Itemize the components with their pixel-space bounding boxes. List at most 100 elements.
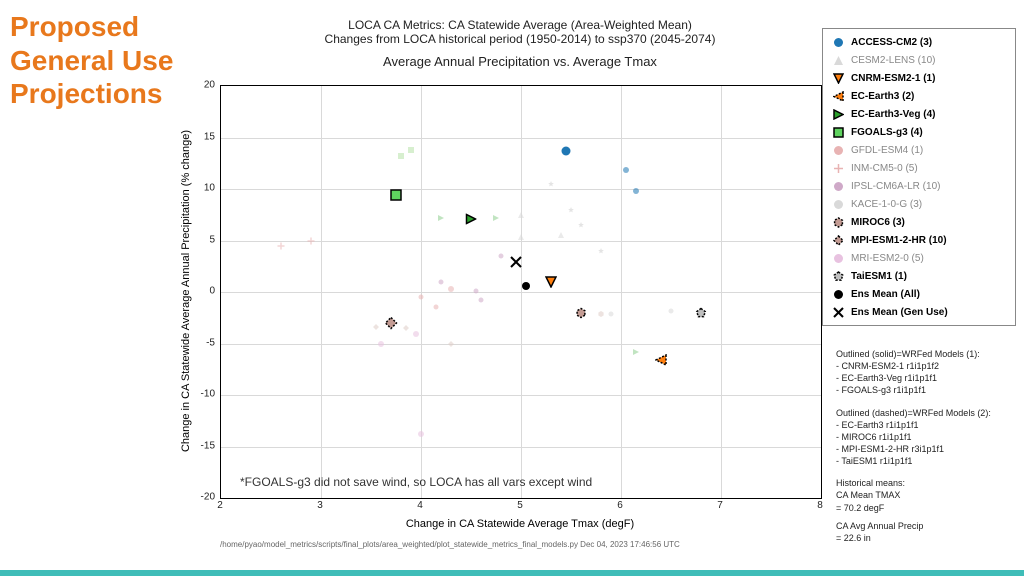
annot-solid-item: - CNRM-ESM2-1 r1i1p1f2 (836, 360, 1016, 372)
data-point (417, 430, 425, 438)
data-point (557, 231, 565, 239)
legend-item: Ens Mean (Gen Use) (829, 303, 1009, 321)
legend-marker-icon (829, 305, 847, 319)
annot-dashed-item: - MPI-ESM1-2-HR r3i1p1f1 (836, 443, 1016, 455)
x-axis-label: Change in CA Statewide Average Tmax (deg… (220, 518, 820, 530)
legend-label: IPSL-CM6A-LR (10) (851, 181, 940, 192)
annot-hist-item: = 70.2 degF (836, 502, 1016, 514)
legend-item: TaiESM1 (1) (829, 267, 1009, 285)
data-point (517, 233, 525, 241)
legend-label: CESM2-LENS (10) (851, 55, 935, 66)
legend-label: INM-CM5-0 (5) (851, 163, 918, 174)
legend-item: CESM2-LENS (10) (829, 51, 1009, 69)
legend-label: Ens Mean (Gen Use) (851, 307, 948, 318)
data-point (632, 187, 640, 195)
data-point (696, 307, 707, 318)
legend-marker-icon (829, 53, 847, 67)
data-point (438, 278, 445, 285)
data-point (597, 247, 605, 255)
data-point (510, 256, 522, 268)
y-tick-label: -10 (185, 389, 215, 400)
legend-marker-icon (829, 143, 847, 157)
legend-label: Ens Mean (All) (851, 289, 920, 300)
legend-item: ACCESS-CM2 (3) (829, 33, 1009, 51)
legend-marker-icon (829, 269, 847, 283)
legend-label: EC-Earth3-Veg (4) (851, 109, 935, 120)
legend-item: IPSL-CM6A-LR (10) (829, 177, 1009, 195)
y-tick-label: 5 (185, 234, 215, 245)
data-point (577, 221, 585, 229)
data-point (466, 213, 477, 224)
legend-label: CNRM-ESM2-1 (1) (851, 73, 935, 84)
annot-dashed-title: Outlined (dashed)=WRFed Models (2): (836, 407, 1016, 419)
annot-hist-item: CA Mean TMAX (836, 489, 1016, 501)
legend-marker-icon (829, 197, 847, 211)
grid-horizontal (221, 138, 821, 139)
slide-title: Proposed General Use Projections (10, 10, 190, 111)
data-point (668, 307, 675, 314)
legend-marker-icon (829, 287, 847, 301)
data-point (437, 214, 445, 222)
legend-label: FGOALS-g3 (4) (851, 127, 923, 138)
legend-label: MRI-ESM2-0 (5) (851, 253, 924, 264)
y-tick-label: 0 (185, 286, 215, 297)
grid-horizontal (221, 344, 821, 345)
data-point (521, 281, 531, 291)
data-point (622, 166, 630, 174)
legend-marker-icon (829, 107, 847, 121)
legend-item: EC-Earth3-Veg (4) (829, 105, 1009, 123)
legend-item: MIROC6 (3) (829, 213, 1009, 231)
annot-dashed-item: - TaiESM1 r1i1p1f1 (836, 455, 1016, 467)
legend-marker-icon (829, 251, 847, 265)
data-point (447, 340, 455, 348)
data-point (567, 206, 575, 214)
annotation-block: Outlined (solid)=WRFed Models (1): - CNR… (836, 348, 1016, 554)
data-point (478, 297, 485, 304)
annot-solid-item: - EC-Earth3-Veg r1i1p1f1 (836, 372, 1016, 384)
legend-marker-icon (829, 71, 847, 85)
legend-box: ACCESS-CM2 (3) CESM2-LENS (10) CNRM-ESM2-1… (822, 28, 1016, 326)
grid-horizontal (221, 189, 821, 190)
annot-hist-item: = 22.6 in (836, 532, 1016, 544)
data-point (608, 310, 615, 317)
data-point (545, 276, 557, 288)
legend-label: KACE-1-0-G (3) (851, 199, 922, 210)
data-point (407, 146, 415, 154)
legend-marker-icon (829, 89, 847, 103)
annot-hist-title: Historical means: (836, 477, 1016, 489)
x-tick-label: 4 (417, 500, 423, 511)
data-point (473, 287, 480, 294)
x-tick-label: 8 (817, 500, 823, 511)
x-tick-label: 5 (517, 500, 523, 511)
annot-solid-title: Outlined (solid)=WRFed Models (1): (836, 348, 1016, 360)
chart-subtitle: Average Annual Precipitation vs. Average… (220, 54, 820, 69)
data-point (547, 180, 555, 188)
legend-label: TaiESM1 (1) (851, 271, 907, 282)
chart-title-line1: LOCA CA Metrics: CA Statewide Average (A… (220, 18, 820, 32)
data-point (517, 211, 525, 219)
x-tick-label: 2 (217, 500, 223, 511)
grid-horizontal (221, 447, 821, 448)
legend-label: MIROC6 (3) (851, 217, 905, 228)
legend-item: MPI-ESM1-2-HR (10) (829, 231, 1009, 249)
grid-horizontal (221, 292, 821, 293)
data-point (655, 354, 667, 366)
data-point (498, 252, 505, 259)
data-point (576, 307, 587, 318)
annot-dashed-item: - EC-Earth3 r1i1p1f1 (836, 419, 1016, 431)
data-point (433, 304, 440, 311)
legend-marker-icon (829, 161, 847, 175)
legend-marker-icon (829, 233, 847, 247)
annot-dashed-item: - MIROC6 r1i1p1f1 (836, 431, 1016, 443)
chart-title-line2: Changes from LOCA historical period (195… (220, 32, 820, 46)
data-point (418, 294, 425, 301)
legend-item: CNRM-ESM2-1 (1) (829, 69, 1009, 87)
x-tick-label: 6 (617, 500, 623, 511)
data-point (447, 285, 455, 293)
annot-solid-item: - FGOALS-g3 r1i1p1f1 (836, 384, 1016, 396)
data-point (377, 340, 385, 348)
legend-item: EC-Earth3 (2) (829, 87, 1009, 105)
legend-marker-icon (829, 215, 847, 229)
data-point (385, 316, 398, 329)
y-tick-label: 20 (185, 80, 215, 91)
